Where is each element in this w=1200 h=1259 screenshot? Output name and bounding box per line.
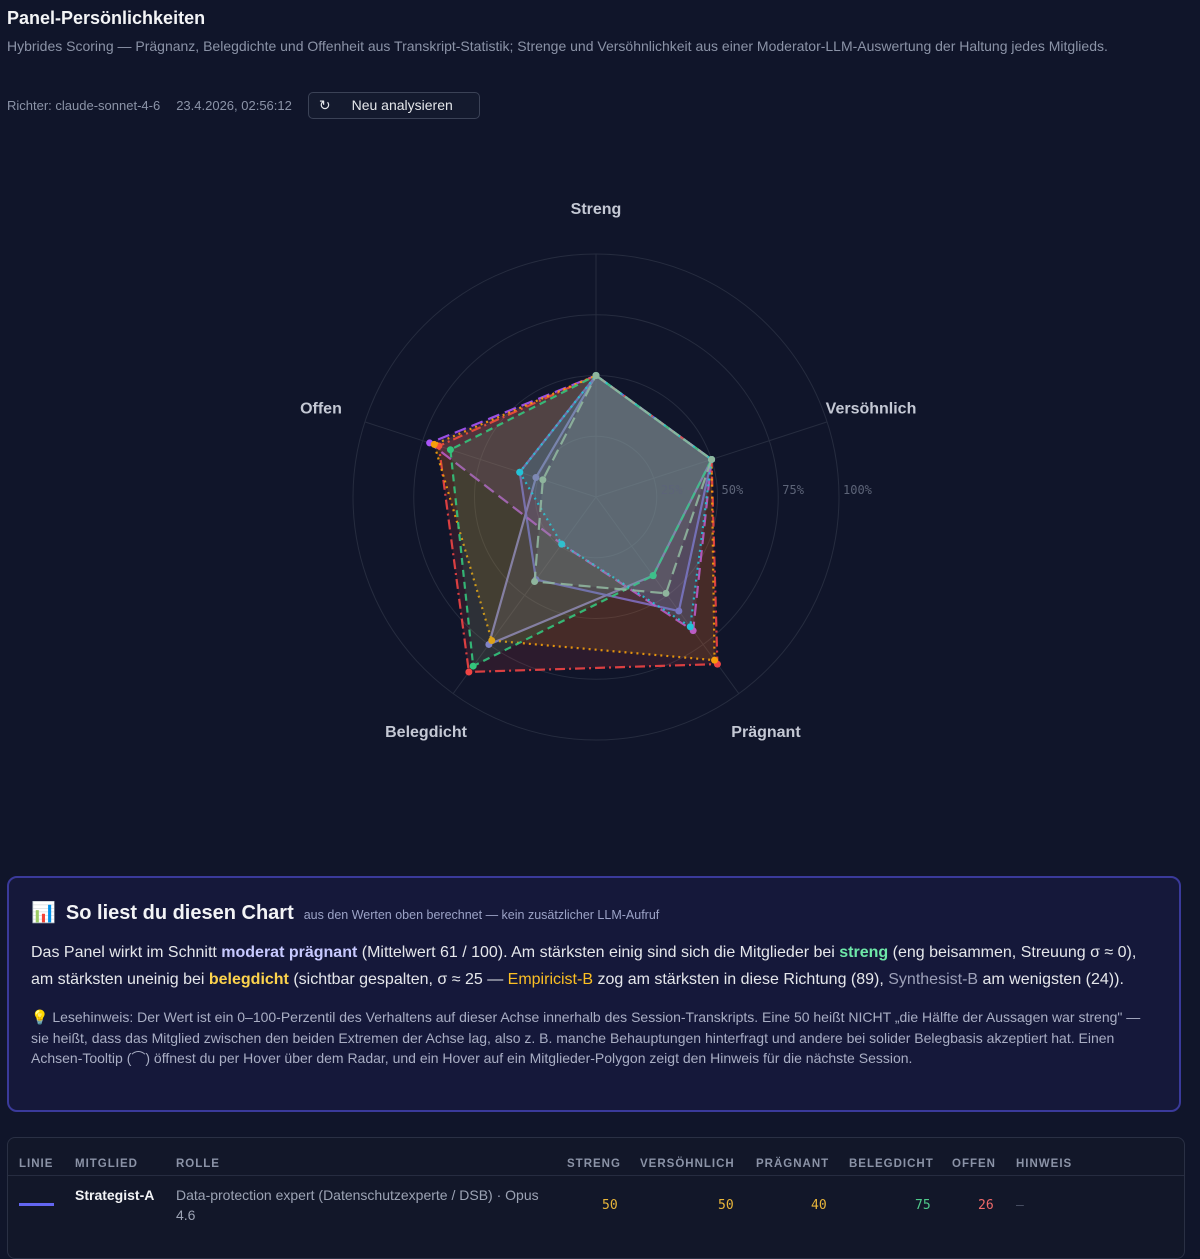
data-point[interactable] (430, 440, 438, 448)
data-point[interactable] (662, 589, 670, 597)
text-segment: zog am stärksten in diese Richtung (89), (593, 971, 889, 988)
data-point[interactable] (446, 446, 454, 454)
text-segment: (Mittelwert 61 / 100). Am stärksten eini… (357, 944, 840, 961)
highlight-agree-axis: streng (839, 944, 889, 961)
score-offen: 26 (978, 1198, 994, 1213)
score-streng: 50 (602, 1198, 618, 1213)
score-versoehnlich: 50 (718, 1198, 734, 1213)
member-max: Empiricist-B (507, 971, 593, 988)
col-header-line: LINIE (19, 1158, 54, 1170)
axis-label[interactable]: Prägnant (731, 724, 801, 741)
chart-explanation-box: 📊 So liest du diesen Chart aus den Werte… (7, 876, 1181, 1112)
axis-label[interactable]: Streng (571, 201, 622, 218)
reanalyze-label: Neu analysieren (351, 97, 453, 113)
series-polygon[interactable] (449, 374, 713, 668)
data-point[interactable] (675, 607, 683, 615)
explanation-text: Das Panel wirkt im Schnitt moderat prägn… (31, 939, 1157, 993)
highlight-split-axis: belegdicht (208, 971, 289, 988)
ring-label: 100% (843, 483, 873, 497)
timestamp: 23.4.2026, 02:56:12 (176, 97, 292, 113)
data-point[interactable] (592, 372, 600, 379)
col-header-member: MITGLIED (75, 1158, 138, 1170)
reanalyze-button[interactable]: ↻ Neu analysieren (307, 91, 480, 119)
explanation-title: So liest du diesen Chart (65, 902, 294, 924)
series-polygon[interactable] (432, 374, 716, 662)
score-praegnant: 40 (811, 1198, 827, 1213)
text-segment: (sichtbar gespalten, σ ≈ 25 — (288, 971, 508, 988)
lightbulb-icon: 💡 (31, 1009, 49, 1025)
bar-chart-icon: 📊 (31, 902, 56, 924)
data-point[interactable] (531, 578, 539, 586)
col-header-hint: HINWEIS (1016, 1158, 1073, 1170)
data-point[interactable] (532, 473, 540, 481)
ring-label: 25% (661, 483, 683, 497)
divider (8, 1175, 1184, 1176)
data-point[interactable] (708, 455, 716, 463)
data-point[interactable] (686, 623, 694, 631)
series-polygon[interactable] (518, 373, 713, 629)
col-header-offen[interactable]: OFFEN (952, 1158, 996, 1170)
member-name: Strategist-A (75, 1187, 155, 1203)
col-header-belegdicht[interactable]: BELEGDICHT (849, 1158, 934, 1170)
data-point[interactable] (516, 468, 524, 476)
data-point[interactable] (469, 662, 477, 670)
ring-label: 75% (782, 483, 804, 497)
explanation-note: aus den Werten oben berechnet — kein zus… (303, 908, 660, 922)
member-min: Synthesist-B (888, 971, 979, 988)
line-swatch (19, 1203, 54, 1206)
col-header-versoehnlich[interactable]: VERSÖHNLICH (640, 1158, 735, 1170)
axis-label[interactable]: Versöhnlich (826, 401, 917, 418)
series-polygon[interactable] (533, 373, 713, 595)
highlight-mean: moderat prägnant (221, 944, 358, 961)
axis-line (364, 421, 597, 498)
axis-label[interactable]: Belegdicht (385, 724, 467, 741)
hint-value: — (1016, 1198, 1024, 1213)
ring-label: 50% (722, 483, 744, 497)
axis-label[interactable]: Offen (300, 401, 342, 418)
member-role: Data-protection expert (Datenschutzexper… (176, 1187, 539, 1223)
radar-chart[interactable]: 25% 50% 75% 100% Streng Versöhnlich Prägnant Be… (0, 130, 1200, 870)
data-point[interactable] (558, 540, 566, 548)
col-header-role: ROLLE (176, 1158, 220, 1170)
meta-bar: Richter: claude-sonnet-4-6 23.4.2026, 02… (7, 91, 480, 119)
data-point[interactable] (465, 668, 473, 676)
members-table: LINIE MITGLIED ROLLE STRENG VERSÖHNLICH … (7, 1137, 1185, 1259)
data-point[interactable] (649, 572, 657, 580)
data-point[interactable] (539, 476, 547, 484)
axis-line (452, 496, 597, 694)
text-segment: Das Panel wirkt im Schnitt (31, 944, 222, 961)
text-segment: (eng beisammen, Streuung σ ≈ 0), am stär… (31, 944, 1137, 988)
data-point[interactable] (488, 637, 496, 645)
text-segment: am wenigsten (24)). (978, 971, 1124, 988)
col-header-praegnant[interactable]: PRÄGNANT (756, 1158, 830, 1170)
reading-hint: 💡 Lesehinweis: Der Wert ist ein 0–100-Pe… (31, 1007, 1157, 1069)
page-subtitle: Hybrides Scoring — Prägnanz, Belegdichte… (7, 38, 1108, 54)
page-title: Panel-Persönlichkeiten (7, 8, 206, 28)
score-belegdicht: 75 (915, 1198, 931, 1213)
series-polygon[interactable] (437, 374, 719, 674)
refresh-icon: ↻ (318, 96, 331, 113)
data-point[interactable] (711, 656, 719, 664)
judge-label: Richter: claude-sonnet-4-6 (7, 97, 161, 113)
reading-hint-text: Lesehinweis: Der Wert ist ein 0–100-Perz… (31, 1009, 1141, 1066)
col-header-streng[interactable]: STRENG (567, 1158, 621, 1170)
